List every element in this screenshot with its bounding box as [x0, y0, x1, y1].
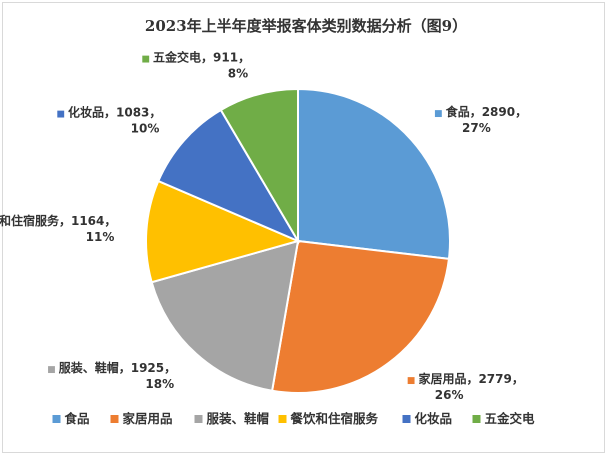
data-label-percent: 10%: [131, 122, 160, 136]
legend-item-apparel: 服装、鞋帽: [194, 411, 270, 426]
data-label-text: ■ 服装、鞋帽，1925，: [47, 360, 176, 375]
pie-slice-hardware: [219, 87, 299, 245]
data-label-text: ■ 食品，2890，: [434, 104, 527, 119]
legend-item-cosmetics: 化妆品: [402, 411, 453, 426]
legend-item-hardware: 五金交电: [472, 411, 536, 426]
pie-slice-apparel: [150, 239, 300, 392]
pie-slice-food: [297, 87, 451, 261]
legend-label: 餐饮和住宿服务: [290, 411, 379, 426]
data-label-household: ■ 家居用品，2779， 26%: [407, 371, 524, 402]
data-label-text: ■ 家居用品，2779，: [407, 371, 524, 386]
data-label-apparel: ■ 服装、鞋帽，1925， 18%: [47, 360, 176, 391]
pie-slices: [145, 87, 451, 394]
data-label-cosmetics: ■ 化妆品，1083， 10%: [56, 105, 161, 136]
data-label-percent: 27%: [462, 121, 491, 135]
pie-slice-cosmetics: [157, 108, 301, 244]
data-label-percent: 8%: [228, 66, 248, 80]
legend-label: 食品: [64, 411, 90, 426]
data-label-hardware: ■ 五金交电，911， 8%: [141, 49, 250, 80]
legend-label: 五金交电: [485, 411, 536, 426]
legend-item-household: 家居用品: [110, 411, 173, 426]
data-label-catering: ■ 餐饮和住宿服务，1164， 11%: [0, 213, 116, 244]
chart-title: 2023年上半年度举报客体类别数据分析（图9）: [145, 17, 467, 35]
legend-swatch: [194, 415, 203, 423]
data-label-food: ■ 食品，2890， 27%: [434, 104, 527, 135]
legend-swatch: [402, 415, 411, 423]
legend-item-catering: 餐饮和住宿服务: [278, 411, 379, 426]
legend: 食品 家居用品 服装、鞋帽 餐饮和住宿服务 化妆品 五金交电: [52, 411, 536, 426]
data-label-text: ■ 餐饮和住宿服务，1164，: [0, 213, 116, 228]
legend-label: 服装、鞋帽: [207, 411, 270, 426]
legend-label: 家居用品: [123, 411, 173, 426]
data-label-percent: 11%: [86, 230, 115, 244]
legend-label: 化妆品: [415, 411, 453, 426]
data-labels: ■ 食品，2890， 27% ■ 家居用品，2779， 26% ■ 服装、鞋帽，1925…: [0, 49, 527, 401]
data-label-percent: 26%: [435, 388, 464, 402]
pie-slice-household: [270, 239, 451, 394]
data-label-percent: 18%: [145, 377, 174, 391]
data-label-text: ■ 五金交电，911，: [141, 49, 250, 64]
data-label-text: ■ 化妆品，1083，: [56, 105, 161, 120]
legend-swatch: [110, 415, 119, 423]
legend-item-food: 食品: [52, 411, 90, 426]
legend-swatch: [52, 415, 61, 423]
pie-slice-catering: [145, 179, 301, 284]
legend-swatch: [278, 415, 287, 423]
legend-swatch: [472, 415, 481, 423]
